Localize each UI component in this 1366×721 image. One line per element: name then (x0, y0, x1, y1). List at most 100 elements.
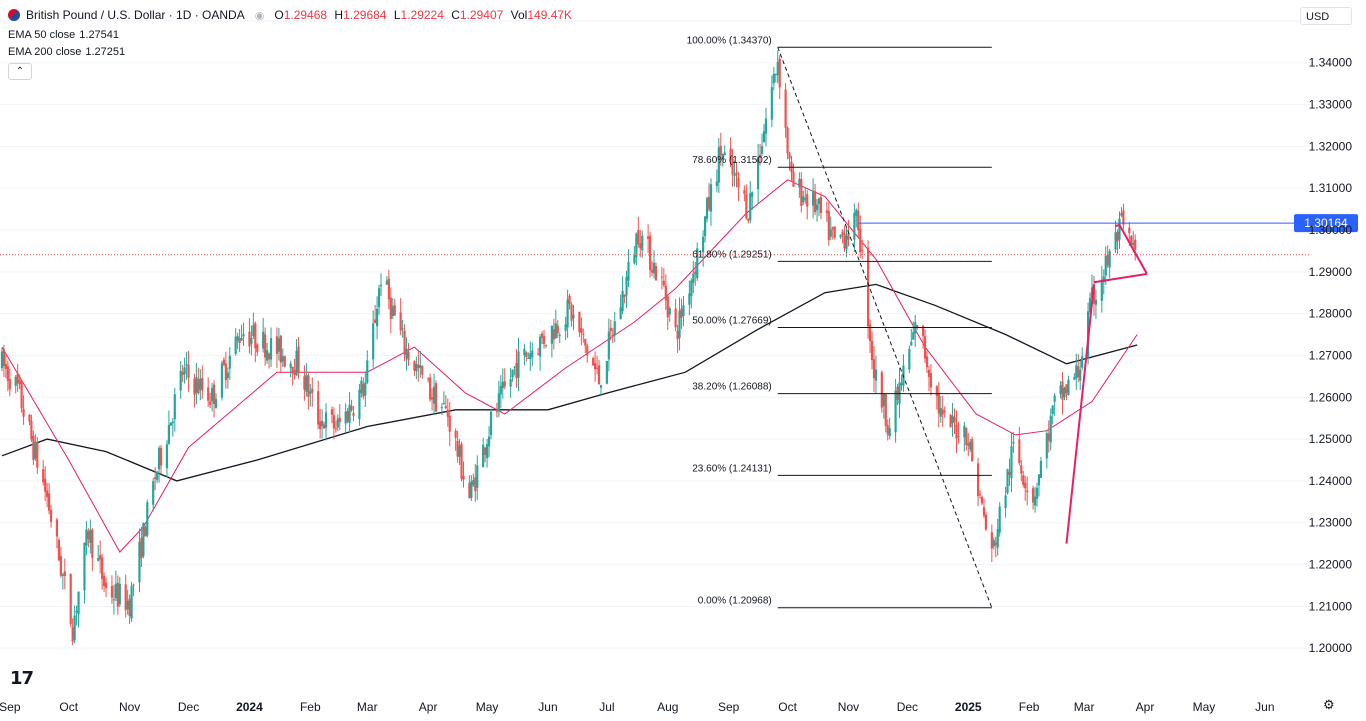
candle-body (146, 502, 149, 536)
candle-body (332, 415, 335, 429)
candle-body (648, 235, 652, 271)
candle-body (980, 496, 984, 504)
candle-body (212, 384, 216, 405)
symbol-title[interactable]: British Pound / U.S. Dollar · 1D · OANDA (26, 8, 245, 22)
candle-body (269, 338, 273, 360)
candle-body (185, 364, 188, 366)
candle-body (957, 435, 960, 438)
candle-body (641, 235, 644, 251)
candle-body (652, 262, 656, 274)
candle-body (476, 465, 479, 488)
candle-body (910, 341, 913, 346)
candle-body (4, 363, 7, 369)
candle-body (564, 324, 567, 331)
time-tick-label: Mar (357, 700, 378, 714)
candle-body (484, 447, 487, 455)
ema200-legend[interactable]: EMA 200 close 1.27251 (8, 46, 126, 58)
candle-body (59, 556, 62, 576)
candle-body (542, 336, 546, 345)
candle-body (434, 383, 438, 412)
drawing-overlays[interactable]: 1.30164 (0, 214, 1358, 544)
candle-body (1100, 279, 1103, 301)
candle-body (762, 131, 766, 143)
candle-body (489, 411, 493, 436)
candle-body (460, 444, 463, 479)
candle-body (303, 376, 306, 390)
candle-body (729, 148, 732, 160)
candle-body (1061, 381, 1064, 400)
candle-body (358, 389, 361, 420)
fibonacci-retracement[interactable]: 100.00% (1.34370) 78.60% (1.31502) 61.80% … (687, 35, 993, 609)
candle-body (142, 522, 145, 557)
candle-body (456, 440, 459, 457)
candle-body (277, 338, 280, 352)
candle-body (1006, 469, 1009, 494)
candle-body (929, 373, 933, 388)
candle-body (1035, 487, 1039, 499)
candle-body (996, 529, 999, 548)
candle-body (666, 296, 669, 318)
price-tick-label: 1.22000 (1309, 558, 1353, 572)
candle-body (173, 394, 176, 420)
candle-body (1018, 439, 1021, 464)
settings-gear-icon[interactable]: ⚙ (1323, 697, 1335, 712)
candle-body (868, 324, 872, 342)
candle-body (841, 231, 844, 235)
time-axis[interactable]: Sep Oct Nov Dec 2024 Feb Mar Apr May Jun Jul Aug Sep… (0, 700, 1275, 714)
candle-body (817, 198, 821, 204)
candle-body (211, 387, 214, 402)
candle-body (104, 582, 108, 588)
candle-body (283, 356, 286, 367)
candle-body (582, 333, 585, 335)
candle-body (621, 290, 624, 312)
time-tick-label: May (1193, 700, 1216, 714)
candle-body (745, 194, 748, 219)
candle-body (776, 61, 779, 76)
candle-body (786, 127, 789, 154)
candle-body (825, 210, 828, 214)
candle-body (399, 312, 402, 331)
candle-body (1130, 236, 1133, 245)
candle-body (544, 344, 548, 346)
candle-body (872, 359, 876, 379)
candle-body (853, 212, 856, 240)
candle-body (647, 236, 650, 239)
ema50-legend[interactable]: EMA 50 close 1.27541 (8, 29, 120, 41)
price-tick-label: 1.30000 (1309, 223, 1353, 237)
candle-body (597, 365, 601, 385)
candle-body (201, 378, 204, 391)
candle-body (444, 406, 447, 409)
candle-body (91, 529, 94, 558)
collapse-legend-button[interactable]: ⌃ (8, 63, 32, 80)
candle-body (375, 308, 379, 327)
candle-body (448, 415, 451, 432)
tradingview-logo[interactable]: 17 (10, 668, 34, 689)
candle-body (503, 381, 506, 387)
candle-body (1108, 250, 1111, 268)
candle-body (334, 428, 337, 430)
candle-body (1026, 490, 1029, 493)
currency-selector[interactable]: USD (1300, 7, 1352, 25)
candle-body (195, 376, 198, 393)
candle-body (46, 490, 49, 498)
price-axis[interactable]: 1.350001.340001.330001.320001.310001.300… (1309, 14, 1353, 655)
time-tick-label: Sep (718, 700, 740, 714)
candle-body (1088, 297, 1092, 313)
candle-body (611, 334, 614, 336)
candle-body (1008, 471, 1011, 476)
candle-body (517, 351, 520, 378)
time-tick-label: Feb (300, 700, 321, 714)
candle-body (580, 328, 583, 334)
candle-body (69, 573, 72, 624)
candle-body (694, 271, 697, 275)
candle-body (625, 276, 628, 296)
visibility-toggle-icon[interactable]: ◉ (254, 9, 265, 22)
pennant-lower-line (1093, 272, 1148, 284)
candle-body (61, 574, 64, 576)
candle-body (798, 178, 801, 188)
candle-body (63, 571, 66, 576)
candle-body (717, 147, 720, 183)
candle-body (800, 178, 803, 206)
candle-body (254, 323, 257, 349)
